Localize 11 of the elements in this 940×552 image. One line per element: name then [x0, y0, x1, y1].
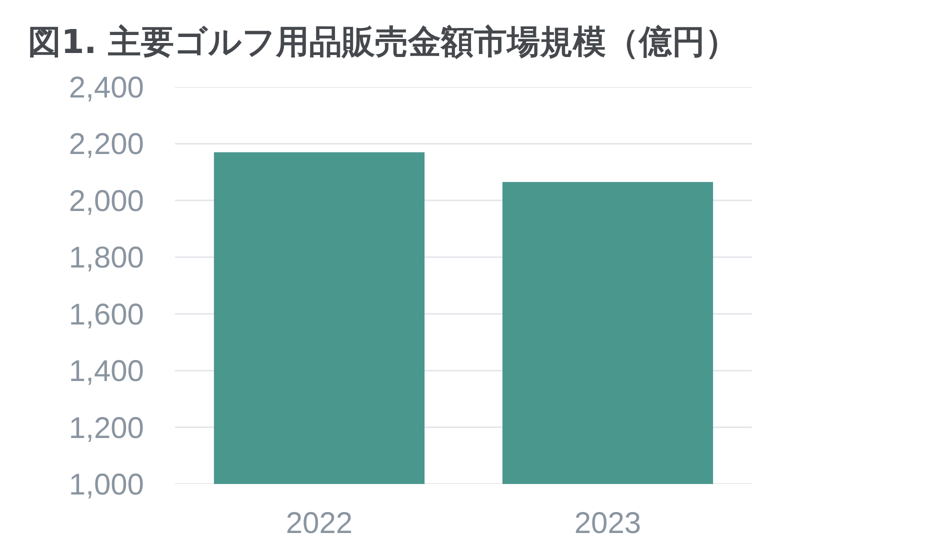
x-tick-label: 2023: [574, 507, 642, 540]
y-tick-label: 1,000: [68, 468, 144, 502]
chart-title: 図1. 主要ゴルフ用品販売金額市場規模（億円）: [28, 22, 738, 61]
y-tick-label: 1,400: [68, 355, 144, 388]
y-tick-label: 2,000: [68, 184, 144, 218]
x-tick-label: 2022: [286, 507, 353, 540]
y-tick-label: 2,400: [68, 72, 144, 104]
y-tick-label: 1,800: [68, 242, 144, 275]
y-tick-label: 2,200: [68, 128, 144, 162]
y-tick-label: 1,200: [68, 412, 144, 445]
y-tick-label: 1,600: [68, 298, 144, 332]
